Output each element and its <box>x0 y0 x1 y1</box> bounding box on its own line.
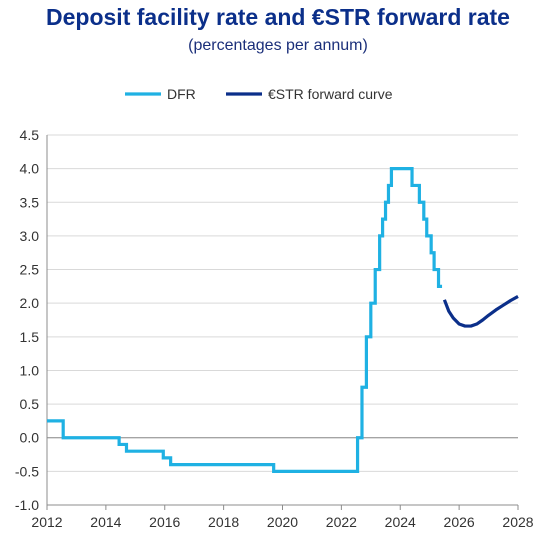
x-tick-label: 2028 <box>502 514 533 530</box>
gridlines <box>47 134 518 506</box>
data-series <box>47 167 519 473</box>
x-tick-label: 2014 <box>90 514 121 530</box>
y-axis-ticks: -1.0 -0.5 0.0 0.5 1.0 1.5 2.0 2.5 3.0 3.5 4.0 4.5 <box>15 127 39 513</box>
axes <box>46 135 518 506</box>
legend-label: DFR <box>167 86 196 102</box>
chart-title: Deposit facility rate and €STR forward r… <box>46 4 510 30</box>
x-tick-label: 2012 <box>31 514 62 530</box>
y-tick-label: -0.5 <box>15 463 39 479</box>
series-line-estr-forward <box>442 295 519 328</box>
x-tick-label: 2026 <box>444 514 475 530</box>
x-tick-label: 2016 <box>149 514 180 530</box>
x-axis-ticks: 2012 2014 2016 2018 2020 2022 2024 2026 2028 <box>31 505 534 530</box>
y-tick-label: 2.5 <box>20 262 40 278</box>
y-tick-label: 1.0 <box>20 362 40 378</box>
x-tick-label: 2022 <box>326 514 357 530</box>
y-tick-label: 1.5 <box>20 329 40 345</box>
legend-label: €STR forward curve <box>268 86 393 102</box>
y-tick-label: -1.0 <box>15 497 39 513</box>
x-tick-label: 2020 <box>267 514 298 530</box>
y-tick-label: 3.0 <box>20 228 40 244</box>
y-tick-label: 2.0 <box>20 295 40 311</box>
legend: DFR €STR forward curve <box>125 86 393 102</box>
series-line-dfr <box>47 167 443 473</box>
y-tick-label: 4.0 <box>20 161 40 177</box>
x-tick-label: 2018 <box>208 514 239 530</box>
y-tick-label: 4.5 <box>20 127 40 143</box>
y-tick-label: 3.5 <box>20 194 40 210</box>
y-tick-label: 0.5 <box>20 396 40 412</box>
y-tick-label: 0.0 <box>20 430 40 446</box>
chart-subtitle: (percentages per annum) <box>188 37 368 54</box>
x-tick-label: 2024 <box>385 514 416 530</box>
